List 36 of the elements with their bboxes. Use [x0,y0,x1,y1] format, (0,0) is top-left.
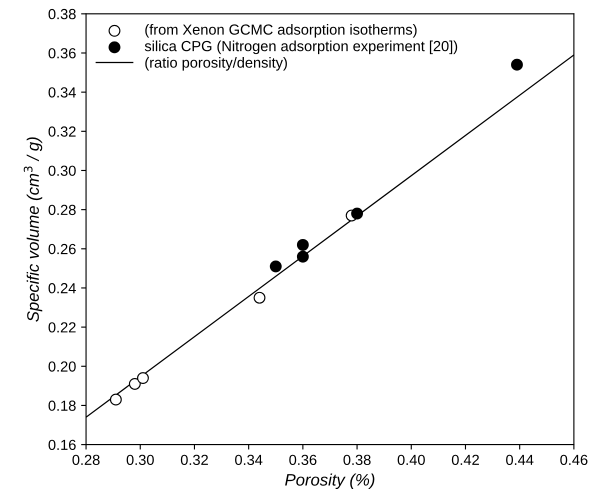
y-tick-label: 0.18 [48,400,76,411]
x-tick-label: 0.28 [72,454,100,466]
point [296,250,309,263]
x-axis-title: Porosity (%) [285,473,374,490]
point [270,260,282,272]
point [137,372,149,384]
x-tick-label: 0.32 [180,454,208,466]
x-tick-label: 0.42 [452,454,479,466]
y-tick-label: 0.34 [48,87,76,98]
legend-label: (ratio porosity/density) [145,57,287,71]
x-tick-label: 0.36 [289,454,316,466]
point [254,292,266,304]
y-tick-label: 0.32 [48,126,76,137]
y-tick-label: 0.26 [48,244,76,254]
point [110,394,122,406]
x-tick-label: 0.30 [126,454,154,466]
x-tick-label: 0.38 [343,454,371,466]
x-tick-label: 0.46 [560,454,588,466]
y-axis-title: Specific volume (cm$^{3}$ / g) [24,137,42,322]
y-tick-label: 0.22 [48,322,76,333]
x-tick-label: 0.34 [235,454,262,466]
x-tick-label: 0.40 [398,454,425,466]
point [511,58,523,71]
y-tick-label: 0.24 [48,283,76,294]
y-tick-label: 0.16 [48,440,76,450]
x-tick-label: 0.44 [506,454,534,466]
y-tick-label: 0.38 [48,8,76,20]
y-tick-label: 0.36 [48,48,76,58]
legend-label: (from Xenon GCMC adsorption isotherms) [145,24,417,38]
y-tick-label: 0.20 [48,361,76,372]
point [128,378,141,390]
legend-label: silica CPG (Nitrogen adsorption experiment [20]) [144,40,458,54]
point [296,238,309,251]
y-tick-label: 0.30 [48,166,76,176]
y-tick-label: 0.28 [48,204,76,216]
point [351,208,363,220]
